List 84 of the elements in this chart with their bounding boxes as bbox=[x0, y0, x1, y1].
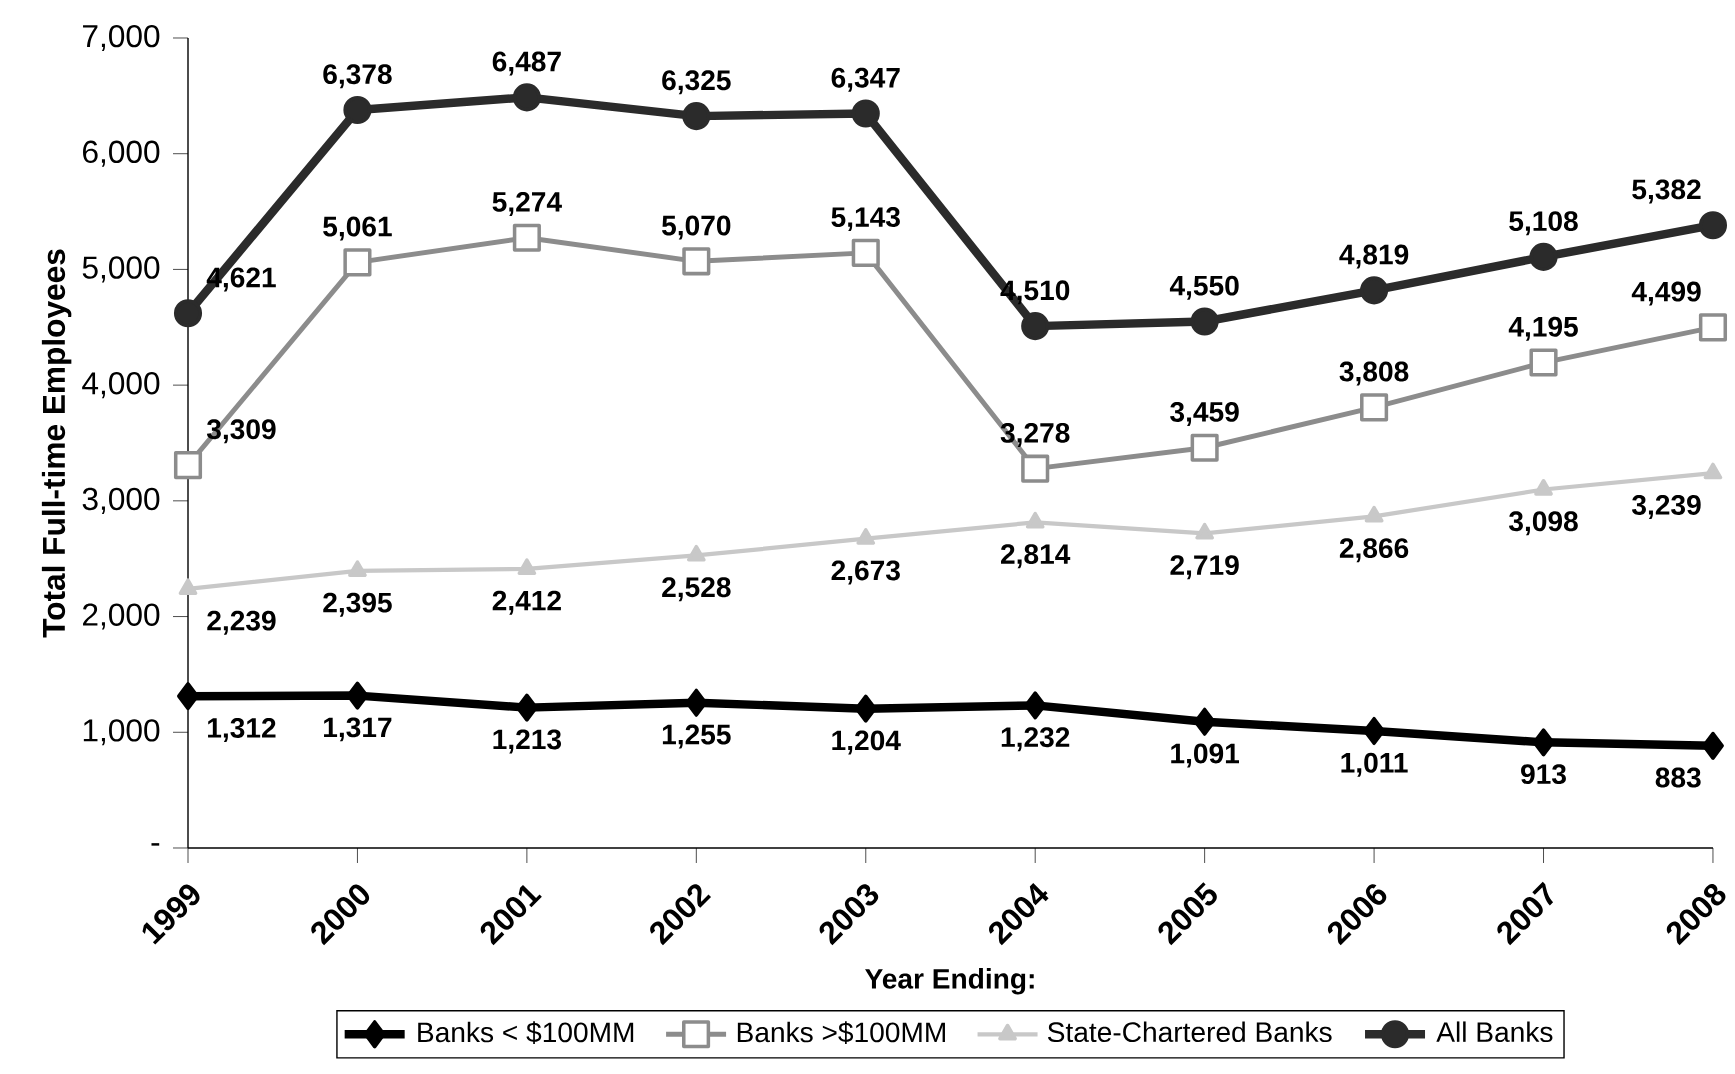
point bbox=[517, 558, 537, 576]
point bbox=[1360, 393, 1389, 422]
legend-label: All Banks bbox=[1436, 1021, 1553, 1043]
data-label: 4,819 bbox=[1339, 244, 1409, 269]
legend-label: Banks >$100MM bbox=[737, 1021, 945, 1044]
point bbox=[1190, 307, 1219, 336]
data-label: 2,412 bbox=[492, 590, 561, 615]
data-label: 5,070 bbox=[662, 215, 731, 240]
data-label: 883 bbox=[1655, 767, 1701, 788]
data-label: 3,278 bbox=[1000, 422, 1070, 447]
point bbox=[1190, 433, 1219, 462]
y-tick-label: 7,000 bbox=[83, 24, 160, 52]
point bbox=[1532, 728, 1555, 757]
data-label: 1,317 bbox=[324, 717, 392, 742]
point bbox=[343, 95, 372, 125]
point bbox=[685, 688, 708, 717]
data-label: 6,347 bbox=[831, 67, 900, 92]
point bbox=[1698, 211, 1728, 240]
point bbox=[1024, 691, 1047, 720]
data-label: 2,673 bbox=[831, 560, 900, 585]
data-label: 4,499 bbox=[1631, 281, 1701, 306]
point bbox=[512, 83, 541, 112]
y-tick-label: 2,000 bbox=[83, 603, 160, 630]
data-label: 1,204 bbox=[832, 730, 901, 755]
point bbox=[173, 451, 203, 480]
data-label: 6,325 bbox=[662, 70, 731, 95]
point bbox=[1021, 312, 1050, 341]
data-label: 3,239 bbox=[1632, 494, 1701, 519]
point bbox=[343, 248, 372, 277]
y-tick-label: 1,000 bbox=[83, 719, 160, 746]
data-label: 5,274 bbox=[492, 191, 562, 216]
data-label: 2,814 bbox=[1001, 544, 1071, 569]
point bbox=[1701, 731, 1724, 760]
point bbox=[512, 223, 541, 252]
data-label: 2,239 bbox=[207, 610, 276, 635]
point bbox=[1360, 276, 1389, 305]
point bbox=[682, 247, 711, 276]
data-label: 6,378 bbox=[323, 64, 392, 89]
data-label: 913 bbox=[1521, 764, 1566, 785]
point bbox=[851, 99, 880, 128]
data-label: 6,487 bbox=[492, 51, 561, 76]
data-label: 1,255 bbox=[662, 724, 731, 749]
data-label: 3,309 bbox=[206, 419, 276, 444]
point bbox=[1529, 242, 1558, 271]
data-label: 2,528 bbox=[662, 577, 731, 602]
data-label: 2,395 bbox=[323, 592, 392, 617]
point bbox=[178, 578, 198, 596]
point bbox=[1193, 707, 1216, 736]
data-label: 1,091 bbox=[1171, 743, 1239, 768]
y-tick-label: 4,000 bbox=[82, 372, 160, 399]
data-label: 4,550 bbox=[1169, 275, 1239, 300]
legend-label: Banks < $100MM bbox=[418, 1021, 634, 1044]
data-label: 1,213 bbox=[493, 729, 562, 754]
data-label: 2,866 bbox=[1339, 538, 1409, 563]
data-label: 2,719 bbox=[1170, 555, 1239, 580]
point bbox=[346, 681, 369, 710]
x-axis-title: Year Ending: bbox=[865, 968, 1034, 995]
data-label: 5,061 bbox=[323, 216, 392, 241]
point bbox=[1363, 716, 1386, 746]
legend-label: State-Chartered Banks bbox=[1047, 1021, 1332, 1043]
point bbox=[1698, 313, 1728, 342]
data-label: 5,382 bbox=[1632, 179, 1701, 204]
data-label: 3,098 bbox=[1509, 511, 1578, 536]
y-tick-label: 3,000 bbox=[82, 487, 160, 514]
y-axis-title: Total Full-time Employees bbox=[41, 249, 72, 638]
data-label: 4,195 bbox=[1508, 316, 1578, 341]
point bbox=[682, 102, 711, 131]
data-label: 1,232 bbox=[1001, 727, 1070, 752]
point bbox=[851, 238, 880, 267]
point bbox=[1529, 348, 1558, 377]
data-label: 1,011 bbox=[1341, 752, 1408, 777]
data-label: 1,312 bbox=[208, 717, 276, 742]
y-tick-label: 5,000 bbox=[82, 256, 160, 283]
data-label: 3,459 bbox=[1170, 401, 1239, 426]
data-label: 5,108 bbox=[1509, 211, 1578, 236]
y-tick-label: - bbox=[151, 843, 160, 846]
point bbox=[1021, 454, 1050, 483]
point bbox=[854, 694, 877, 723]
point bbox=[173, 299, 203, 328]
point bbox=[515, 693, 538, 722]
y-tick-label: 6,000 bbox=[83, 140, 160, 167]
data-label: 3,808 bbox=[1339, 361, 1409, 386]
point bbox=[177, 682, 199, 711]
data-label: 5,143 bbox=[831, 207, 900, 232]
